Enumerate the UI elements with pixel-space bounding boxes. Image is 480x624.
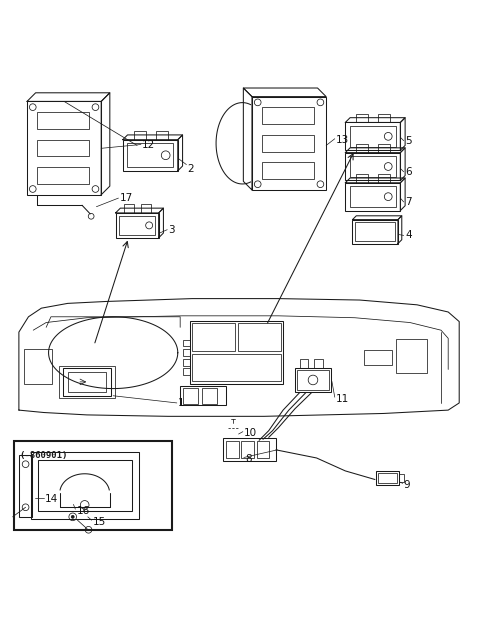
Bar [182, 388, 198, 404]
Text: 10: 10 [244, 427, 257, 437]
Bar [156, 131, 168, 140]
Bar [295, 368, 331, 392]
Bar [262, 107, 313, 124]
Bar [378, 114, 390, 122]
Bar [378, 473, 397, 484]
Bar [364, 350, 392, 364]
Bar [378, 174, 390, 183]
Text: 16: 16 [76, 505, 90, 515]
Text: 5: 5 [405, 135, 412, 145]
Bar [119, 216, 155, 235]
Bar [262, 135, 313, 152]
Text: 2: 2 [187, 164, 194, 174]
Bar [300, 359, 309, 368]
Text: (-860901): (-860901) [20, 451, 68, 460]
Bar [356, 114, 369, 122]
Bar [63, 368, 111, 396]
Bar [350, 156, 396, 177]
Bar [182, 339, 190, 346]
Bar [31, 452, 139, 519]
Text: 4: 4 [405, 230, 412, 240]
Text: 6: 6 [405, 167, 412, 177]
Bar [116, 213, 158, 238]
Bar [226, 441, 239, 459]
Bar [134, 131, 146, 140]
Bar [142, 204, 151, 213]
Text: 15: 15 [93, 517, 106, 527]
Bar [298, 370, 328, 390]
Bar [192, 354, 281, 381]
Bar [238, 323, 281, 351]
Bar [14, 441, 172, 530]
Bar [314, 359, 323, 368]
Bar [182, 369, 190, 375]
Bar [38, 461, 132, 510]
Bar [124, 204, 133, 213]
Bar [345, 122, 400, 150]
Bar [350, 126, 396, 147]
Bar [36, 112, 89, 129]
Text: 9: 9 [404, 480, 410, 490]
Bar [59, 366, 115, 398]
Bar [241, 441, 254, 459]
Bar [68, 372, 106, 392]
Text: 13: 13 [336, 135, 349, 145]
Bar [19, 455, 32, 517]
Bar [345, 183, 400, 210]
Bar [376, 471, 399, 485]
Text: 1: 1 [178, 398, 184, 408]
Bar [378, 144, 390, 153]
Bar [180, 386, 226, 406]
Bar [24, 349, 52, 384]
Bar [223, 438, 276, 461]
Bar [182, 359, 190, 366]
Bar [352, 220, 398, 243]
Bar [27, 102, 101, 195]
Text: 11: 11 [336, 394, 349, 404]
Bar [257, 441, 269, 459]
Bar [36, 167, 89, 184]
Bar [399, 474, 404, 482]
Circle shape [72, 515, 74, 519]
Bar [252, 97, 326, 190]
Text: 3: 3 [168, 225, 175, 235]
Bar [123, 140, 178, 171]
Text: 12: 12 [142, 140, 155, 150]
Bar [262, 162, 313, 179]
Text: 14: 14 [45, 494, 58, 504]
Bar [355, 222, 395, 241]
Bar [356, 144, 369, 153]
Bar [127, 144, 173, 167]
Bar [345, 153, 400, 180]
Bar [356, 174, 369, 183]
Bar [396, 339, 427, 373]
Text: 17: 17 [120, 193, 132, 203]
Text: 8: 8 [245, 454, 252, 464]
Bar [190, 321, 283, 384]
Text: 7: 7 [405, 197, 412, 207]
Bar [36, 140, 89, 157]
Bar [202, 388, 217, 404]
Bar [350, 186, 396, 207]
Bar [192, 323, 235, 351]
Bar [182, 349, 190, 356]
